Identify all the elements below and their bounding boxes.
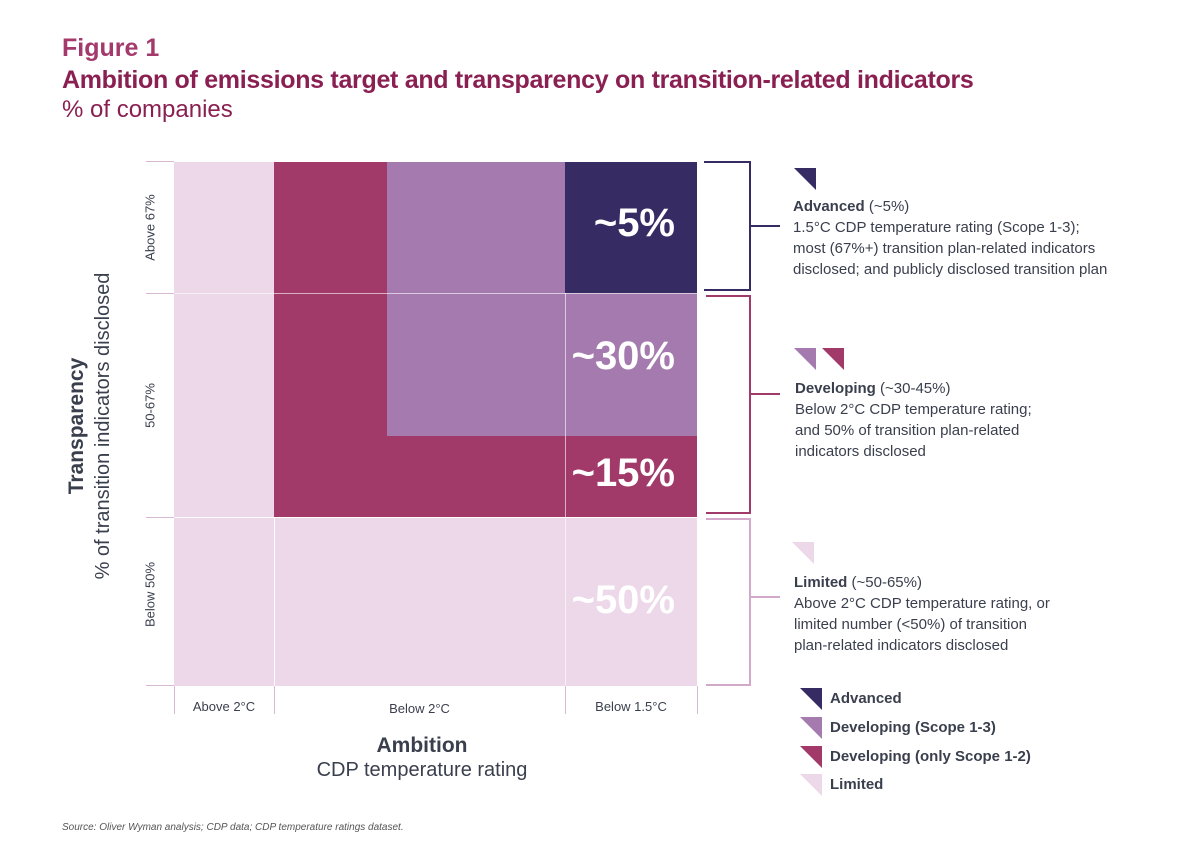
y-axis-tick-mark [146,293,174,294]
group-desc-limited: Limited (~50-65%) Above 2°C CDP temperat… [794,572,1050,656]
legend-swatch-icon [800,717,822,739]
group-desc-line: indicators disclosed [795,443,926,460]
group-desc-developing: Developing (~30-45%) Below 2°C CDP tempe… [795,378,1032,462]
y-tick-label: Above 67% [142,194,158,261]
group-marker-developing-scope12 [822,348,844,370]
legend-label: Developing (Scope 1-3) [830,719,996,736]
y-axis-label: Transparency [65,357,88,495]
x-tick-label: Below 1.5°C [595,699,667,714]
chart-title: Ambition of emissions target and transpa… [62,66,974,94]
data-label-developing-scope12: ~15% [571,451,675,495]
x-axis-tick-mark [697,686,698,714]
data-label-developing-scope13: ~30% [571,334,675,378]
legend-label: Limited [830,776,884,793]
x-tick-label: Below 2°C [389,701,450,716]
x-axis-tick-mark [174,686,175,714]
y-axis-tick-mark [146,161,174,162]
group-desc-line: 1.5°C CDP temperature rating (Scope 1-3)… [793,219,1080,236]
group-desc-line: plan-related indicators disclosed [794,637,1009,654]
x-axis-tick-mark [274,686,275,714]
group-range: (~5%) [868,198,910,215]
legend-swatch-icon [800,774,822,796]
group-desc-line: Above 2°C CDP temperature rating, or [794,595,1050,612]
x-axis-title: Ambition CDP temperature rating [272,734,572,782]
x-axis-label: Ambition [376,734,468,757]
source-note: Source: Oliver Wyman analysis; CDP data;… [62,822,404,833]
group-marker-advanced [794,168,816,190]
cell-limited-left [174,162,274,686]
x-axis-tick-mark [565,686,566,714]
group-range: (~30-45%) [880,380,951,397]
y-axis-tick-mark [146,685,174,686]
group-desc-line: disclosed; and publicly disclosed transi… [793,261,1108,278]
grid-line-h [146,517,697,518]
group-name: Developing [795,380,876,397]
group-desc-line: most (67%+) transition plan-related indi… [793,240,1096,257]
chart-subtitle: % of companies [62,96,233,123]
legend-swatch-icon [800,688,822,710]
group-desc-line: Below 2°C CDP temperature rating; [795,401,1032,418]
bracket-developing [706,295,780,514]
y-tick-label: 50-67% [142,383,158,428]
y-tick-label: Below 50% [142,561,158,628]
cell-limited-bottom [274,517,697,686]
group-range: (~50-65%) [851,574,922,591]
y-axis-title: Transparency % of transition indicators … [40,240,140,640]
data-label-advanced: ~5% [593,201,675,245]
grid-line-h [146,293,697,294]
y-axis-tick-mark [146,517,174,518]
x-tick-label: Above 2°C [192,699,256,714]
legend-label: Advanced [830,690,902,707]
group-desc-line: and 50% of transition plan-related [795,422,1020,439]
bracket-limited [706,518,780,686]
y-axis-sublabel: % of transition indicators disclosed [92,272,114,580]
grid-line-v [274,517,275,713]
legend-label: Developing (only Scope 1-2) [830,748,1031,765]
group-marker-limited [792,542,814,564]
cell-advanced [565,162,697,293]
figure-label: Figure 1 [62,34,160,62]
data-label-limited: ~50% [571,578,675,622]
bracket-advanced [704,161,780,291]
x-axis-sublabel: CDP temperature rating [316,759,528,781]
grid-line-v [565,293,566,713]
group-desc-advanced: Advanced (~5%) 1.5°C CDP temperature rat… [793,196,1107,280]
group-name: Limited [794,574,848,591]
group-marker-developing-scope13 [794,348,816,370]
legend-swatch-icon [800,746,822,768]
group-name: Advanced [793,198,865,215]
group-desc-line: limited number (<50%) of transition [794,616,1028,633]
